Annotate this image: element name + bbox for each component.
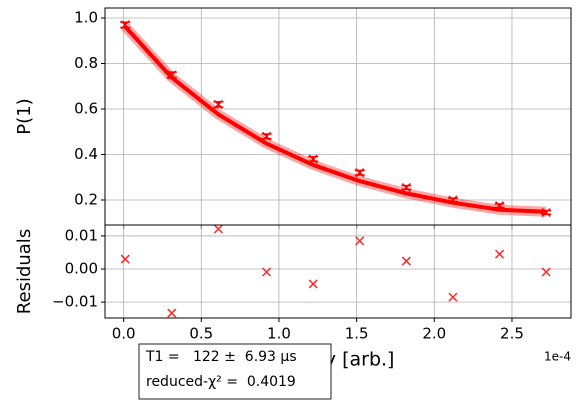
data-point: [541, 207, 551, 218]
x-tick-label: 0.5: [189, 325, 213, 343]
data-point: [355, 236, 365, 246]
y-axis-label: P(1): [14, 98, 35, 134]
data-point: [401, 256, 411, 266]
data-point: [213, 224, 223, 234]
x-tick-label: 2.0: [422, 325, 446, 343]
data-point: [448, 292, 458, 302]
fit-band: [121, 23, 547, 217]
plot-frame: [104, 224, 572, 319]
x-tick-label: 0.0: [112, 325, 136, 343]
annotation: reduced-χ² = 0.4019: [146, 374, 296, 390]
y-tick-label: 0.8: [74, 54, 98, 72]
data-point: [495, 249, 505, 259]
data-point: [495, 201, 505, 211]
y-tick-label: 1.0: [74, 9, 98, 27]
data-point: [308, 279, 318, 289]
data-point: [167, 70, 177, 80]
y-axis-label: Residuals: [14, 229, 35, 314]
x-tick-label: 2.5: [500, 325, 524, 343]
y-tick-label: 0.01: [65, 226, 98, 244]
data-point: [308, 154, 318, 164]
y-tick-label: 0.6: [74, 99, 98, 117]
x-offset-label: 1e-4: [544, 350, 571, 364]
data-point: [262, 131, 272, 141]
data-point: [167, 308, 177, 318]
data-point: [448, 195, 458, 205]
annotation: T1 = 122 ± 6.93 μs: [145, 349, 297, 365]
x-tick-label: 1.5: [345, 325, 369, 343]
y-tick-label: −0.01: [52, 293, 98, 311]
data-point: [262, 267, 272, 277]
data-point: [401, 182, 411, 192]
x-tick-label: 1.0: [267, 325, 291, 343]
annotation-box: [138, 343, 332, 400]
y-tick-label: 0.00: [65, 260, 98, 278]
data-point: [355, 168, 365, 178]
data-point: [120, 254, 130, 264]
data-point: [213, 99, 223, 109]
data-point: [541, 267, 551, 277]
y-tick-label: 0.2: [74, 190, 98, 208]
data-point: [120, 20, 130, 30]
plot-frame: [104, 7, 572, 226]
y-tick-label: 0.4: [74, 145, 98, 163]
fit-line: [123, 25, 547, 214]
